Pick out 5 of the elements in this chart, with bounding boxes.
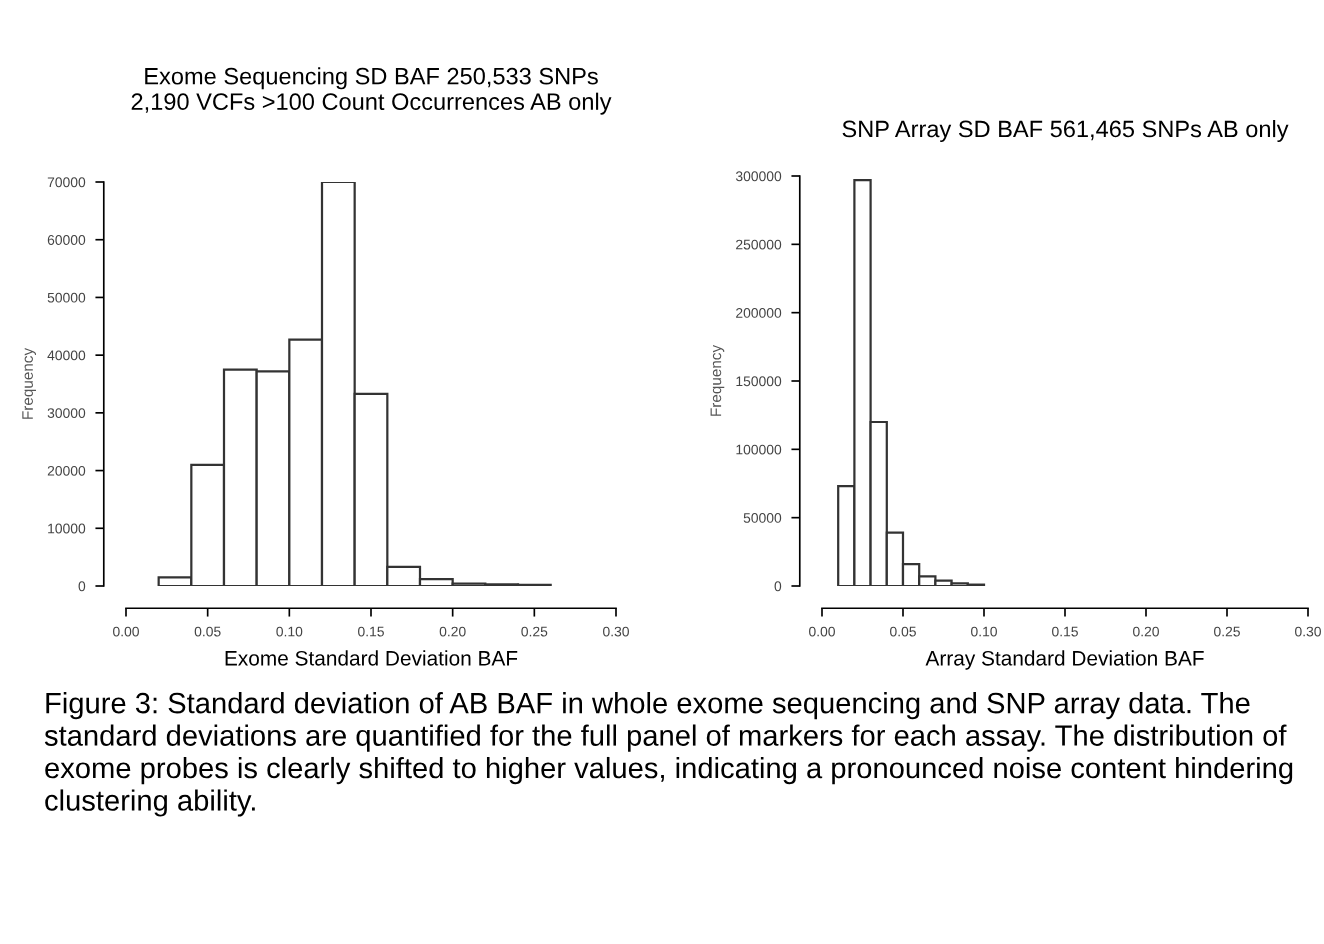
- x-axis-title: Array Standard Deviation BAF: [925, 650, 1204, 670]
- chart-title: Exome Sequencing SD BAF 250,533 SNPs 2,190 VCFs >100 Count Occurrences AB only: [131, 67, 612, 115]
- x-axis-title: Exome Standard Deviation BAF: [225, 650, 518, 666]
- caption: Figure 3: Standard deviation of AB BAF in whole exome sequencing and SNP array data. The standard deviations are quantified for the full panel of markers for each assay. The distribution of exome probes is clearly shifted to higher values, indicating a pronounced noise content hindering clustering ability.: [44, 692, 1293, 817]
- chart-title: SNP Array SD BAF 561,465 SNPs AB only: [842, 120, 1289, 143]
